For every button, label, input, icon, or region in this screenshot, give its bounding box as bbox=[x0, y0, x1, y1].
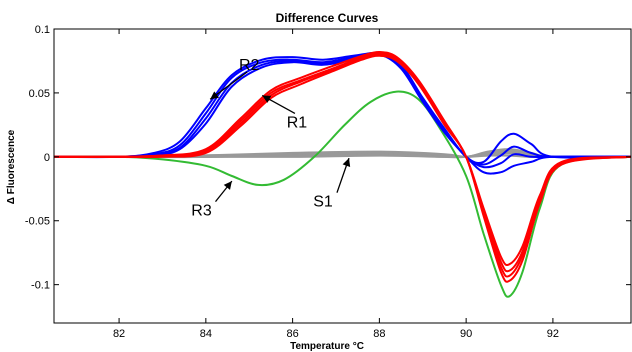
y-axis-label: Δ Fluorescence bbox=[6, 129, 17, 204]
arrowhead-s1 bbox=[342, 158, 351, 167]
curve-r1-1 bbox=[53, 50, 632, 267]
x-tick-label: 82 bbox=[113, 328, 125, 340]
chart-title: Difference Curves bbox=[276, 11, 379, 25]
arrowhead-r1 bbox=[262, 95, 272, 103]
ticks-layer: 82 84 86 88 90 92 0.1 0.05 0 -0.05 -0.1 bbox=[25, 24, 631, 340]
annotations-layer: R2 R1 R3 S1 bbox=[191, 57, 351, 220]
x-tick-label: 88 bbox=[373, 328, 385, 340]
y-tick-label: 0.05 bbox=[29, 88, 50, 100]
x-tick-label: 84 bbox=[200, 328, 212, 340]
x-axis-label: Temperature °C bbox=[290, 341, 364, 352]
curve-r2-3 bbox=[53, 53, 631, 169]
curve-r1-3 bbox=[53, 53, 632, 278]
curve-r1-4 bbox=[54, 54, 632, 283]
curves-layer bbox=[53, 50, 632, 298]
arrowhead-r3 bbox=[223, 181, 232, 190]
annotation-r3: R3 bbox=[191, 203, 212, 220]
y-tick-label: 0.1 bbox=[35, 24, 50, 36]
arrowhead-r2 bbox=[210, 91, 219, 100]
x-tick-label: 92 bbox=[547, 328, 559, 340]
annotation-r2: R2 bbox=[239, 57, 260, 74]
y-tick-label: 0 bbox=[44, 152, 50, 164]
curve-r2-2 bbox=[53, 51, 632, 166]
annotation-r1: R1 bbox=[287, 114, 308, 131]
curve-r2-1 bbox=[53, 51, 632, 164]
curve-r3-1 bbox=[53, 90, 632, 298]
curve-r1-2 bbox=[53, 52, 632, 273]
y-tick-label: -0.05 bbox=[25, 216, 50, 228]
y-tick-label: -0.1 bbox=[31, 280, 50, 292]
annotation-s1: S1 bbox=[313, 194, 333, 211]
x-tick-label: 86 bbox=[286, 328, 298, 340]
plot-frame bbox=[53, 28, 632, 324]
x-tick-label: 90 bbox=[460, 328, 472, 340]
